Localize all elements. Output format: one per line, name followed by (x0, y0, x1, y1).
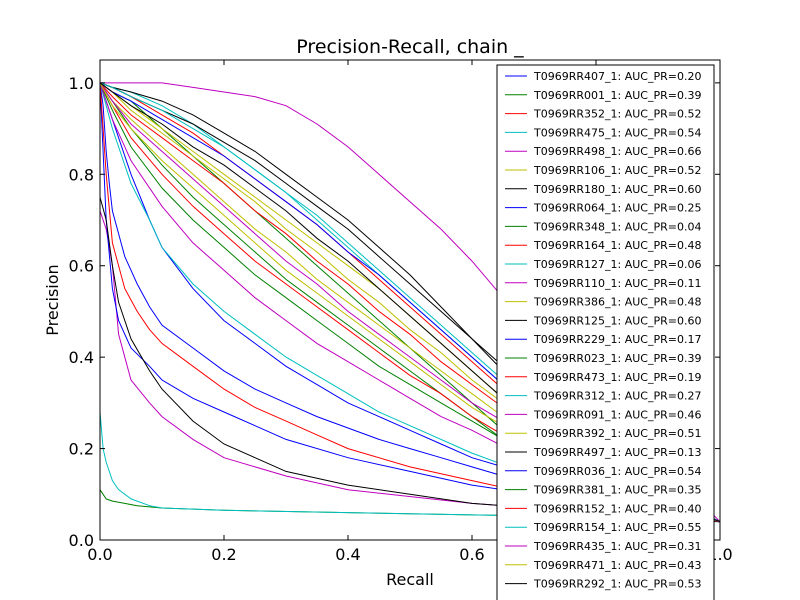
chart-title: Precision-Recall, chain _ (296, 36, 524, 58)
x-tick-label: 0.0 (87, 545, 112, 564)
y-tick-label: 0.4 (69, 348, 94, 367)
legend-label-8: T0969RR348_1: AUC_PR=0.04 (533, 220, 701, 233)
legend-label-5: T0969RR106_1: AUC_PR=0.52 (533, 164, 701, 177)
legend-label-25: T0969RR435_1: AUC_PR=0.31 (533, 540, 701, 553)
legend-label-1: T0969RR001_1: AUC_PR=0.39 (533, 89, 701, 102)
legend-label-3: T0969RR475_1: AUC_PR=0.54 (533, 126, 701, 139)
legend-label-6: T0969RR180_1: AUC_PR=0.60 (533, 183, 701, 196)
legend-label-2: T0969RR352_1: AUC_PR=0.52 (533, 108, 701, 121)
legend-label-19: T0969RR392_1: AUC_PR=0.51 (533, 427, 701, 440)
y-tick-label: 0.8 (69, 165, 94, 184)
legend-label-13: T0969RR125_1: AUC_PR=0.60 (533, 314, 701, 327)
legend-label-12: T0969RR386_1: AUC_PR=0.48 (533, 296, 701, 309)
legend-label-17: T0969RR312_1: AUC_PR=0.27 (533, 390, 701, 403)
legend-label-22: T0969RR381_1: AUC_PR=0.35 (533, 484, 701, 497)
legend-label-0: T0969RR407_1: AUC_PR=0.20 (533, 70, 701, 83)
legend-label-21: T0969RR036_1: AUC_PR=0.54 (533, 465, 701, 478)
legend-label-11: T0969RR110_1: AUC_PR=0.11 (533, 277, 701, 290)
legend-label-7: T0969RR064_1: AUC_PR=0.25 (533, 202, 701, 215)
legend-label-20: T0969RR497_1: AUC_PR=0.13 (533, 446, 701, 459)
legend-label-9: T0969RR164_1: AUC_PR=0.48 (533, 239, 701, 252)
legend-label-14: T0969RR229_1: AUC_PR=0.17 (533, 333, 701, 346)
legend-box (496, 64, 715, 600)
y-tick-label: 0.2 (69, 440, 94, 459)
y-axis-label: Precision (43, 264, 62, 335)
legend: T0969RR407_1: AUC_PR=0.20 T0969RR001_1: A… (496, 64, 715, 600)
legend-label-26: T0969RR471_1: AUC_PR=0.43 (533, 559, 701, 572)
series-line-11 (100, 210, 720, 523)
legend-label-15: T0969RR023_1: AUC_PR=0.39 (533, 352, 701, 365)
x-tick-label: 0.2 (211, 545, 236, 564)
x-tick-label: 0.4 (335, 545, 360, 564)
legend-label-27: T0969RR292_1: AUC_PR=0.53 (533, 578, 701, 591)
legend-label-18: T0969RR091_1: AUC_PR=0.46 (533, 408, 701, 421)
plot-frame (99, 59, 721, 541)
x-axis-label: Recall (386, 570, 434, 589)
y-tick-label: 0.0 (69, 531, 94, 550)
x-tick-label: 0.6 (459, 545, 484, 564)
legend-label-24: T0969RR154_1: AUC_PR=0.55 (533, 521, 701, 534)
legend-label-4: T0969RR498_1: AUC_PR=0.66 (533, 145, 701, 158)
y-tick-label: 1.0 (69, 74, 94, 93)
series-line-10 (100, 411, 720, 523)
legend-label-10: T0969RR127_1: AUC_PR=0.06 (533, 258, 701, 271)
legend-label-23: T0969RR152_1: AUC_PR=0.40 (533, 502, 701, 515)
y-tick-label: 0.6 (69, 257, 94, 276)
legend-label-16: T0969RR473_1: AUC_PR=0.19 (533, 371, 701, 384)
